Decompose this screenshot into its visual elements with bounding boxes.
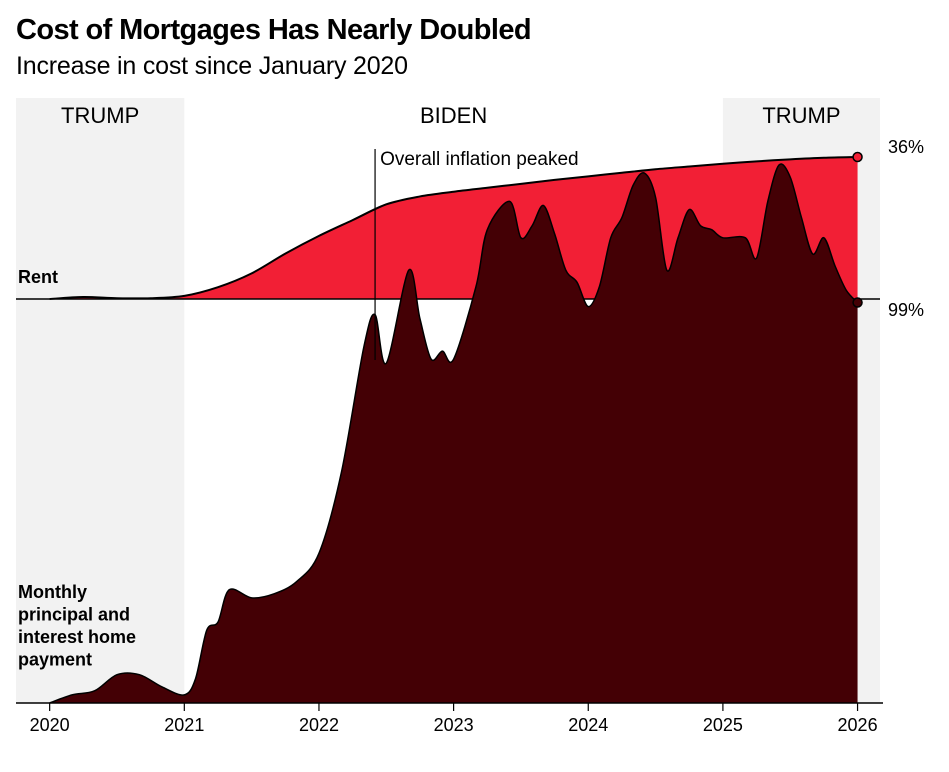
rent-end-marker [852, 151, 863, 163]
chart-subtitle: Increase in cost since January 2020 [16, 52, 408, 80]
x-tick-label-2023: 2023 [434, 715, 474, 735]
annotation-group: Overall inflation peaked [374, 149, 579, 360]
series-areas [16, 151, 880, 704]
payment-series-label-line: interest home [18, 627, 136, 647]
x-tick-label-2025: 2025 [703, 715, 743, 735]
rent-line [49, 156, 858, 300]
payment-area [49, 163, 858, 703]
payment-end-value: 99% [888, 300, 924, 320]
period-label-0: TRUMP [61, 103, 139, 128]
period-label-1: BIDEN [420, 103, 487, 128]
x-axis: 2020 2021 2022 2023 2024 2025 2026 [16, 702, 883, 735]
annotation-text: Overall inflation peaked [380, 149, 579, 170]
x-tick-label-2021: 2021 [164, 715, 204, 735]
x-tick-label-2026: 2026 [838, 715, 878, 735]
payment-series-label-line: principal and [18, 605, 130, 625]
series-labels: Rent Monthly principal and interest home pay… [18, 137, 924, 670]
x-tick-label-2022: 2022 [299, 715, 339, 735]
x-tick-label-2024: 2024 [568, 715, 608, 735]
payment-series-label: Monthly principal and interest home payment [18, 582, 136, 670]
period-label-2: TRUMP [762, 103, 840, 128]
payment-line [49, 163, 859, 704]
payment-end-marker [852, 297, 863, 308]
payment-series-label-line: Monthly [18, 582, 87, 602]
rent-series-label: Rent [18, 267, 58, 287]
chart-title: Cost of Mortgages Has Nearly Doubled [16, 14, 532, 46]
x-tick-label-2020: 2020 [30, 715, 70, 735]
period-band-0 [16, 98, 185, 703]
rent-end-value: 36% [888, 137, 924, 157]
payment-series-label-line: payment [18, 650, 92, 670]
